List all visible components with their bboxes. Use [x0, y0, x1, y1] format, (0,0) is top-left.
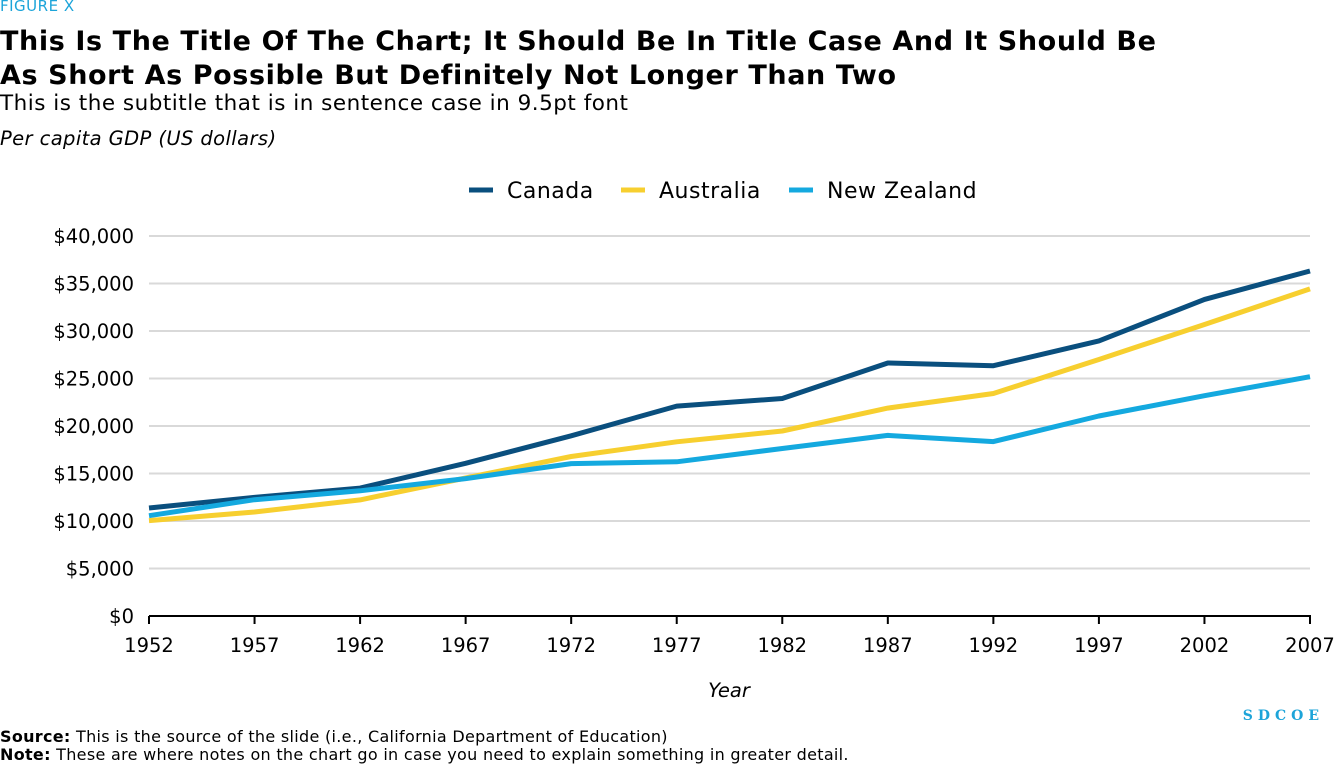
x-tick-label: 1967: [441, 634, 491, 657]
x-tick-label: 1957: [230, 634, 280, 657]
y-axis-ticks: $0 $5,000 $10,000 $15,000 $20,000 $25,000 $30,…: [53, 225, 134, 628]
x-tick-label: 1987: [863, 634, 913, 657]
y-tick-label: $35,000: [53, 273, 134, 296]
y-tick-label: $40,000: [53, 225, 134, 248]
legend-label-new-zealand: New Zealand: [827, 179, 977, 204]
gridlines: [149, 235, 1310, 570]
series-line-australia: [148, 286, 1311, 524]
x-tick-label: 1952: [124, 634, 174, 657]
y-tick-label: $0: [109, 605, 134, 628]
x-tick-label: 1982: [757, 634, 807, 657]
series-lines: [148, 268, 1311, 524]
chart-title: This Is The Title Of The Chart; It Shoul…: [0, 26, 1157, 91]
x-tick-label: 2002: [1180, 634, 1230, 657]
x-axis: 1952 1957 1962 1967 1972 1977 1982 1987 1992 1997…: [124, 615, 1335, 657]
brand-logo: SDCOE: [1242, 708, 1324, 724]
legend-label-canada: Canada: [507, 179, 594, 204]
note-label: Note:: [0, 745, 51, 764]
x-tick-label: 1962: [335, 634, 385, 657]
y-tick-label: $25,000: [53, 368, 134, 391]
x-tick-label: 1977: [652, 634, 702, 657]
x-tick-label: 1992: [969, 634, 1019, 657]
units-label: Per capita GDP (US dollars): [0, 127, 277, 150]
x-tick-label: 2007: [1285, 634, 1335, 657]
chart-legend: Canada Australia New Zealand: [469, 179, 977, 204]
series-line-canada: [148, 268, 1311, 511]
y-tick-label: $5,000: [66, 558, 134, 581]
source-text: This is the source of the slide (i.e., C…: [70, 727, 668, 746]
series-line-new-zealand: [148, 374, 1311, 519]
y-tick-label: $30,000: [53, 320, 134, 343]
source-label: Source:: [0, 727, 71, 746]
chart-subtitle: This is the subtitle that is in sentence…: [0, 91, 629, 116]
note-line: Note: These are where notes on the chart…: [0, 745, 849, 764]
y-tick-label: $10,000: [53, 510, 134, 533]
x-tick-label: 1972: [546, 634, 596, 657]
source-line: Source: This is the source of the slide …: [0, 727, 668, 746]
x-tick-label: 1997: [1074, 634, 1124, 657]
note-text: These are where notes on the chart go in…: [50, 745, 849, 764]
figure-label: FIGURE X: [0, 0, 75, 15]
y-tick-label: $15,000: [53, 463, 134, 486]
x-axis-label: Year: [708, 679, 752, 702]
y-tick-label: $20,000: [53, 415, 134, 438]
legend-label-australia: Australia: [659, 179, 761, 204]
